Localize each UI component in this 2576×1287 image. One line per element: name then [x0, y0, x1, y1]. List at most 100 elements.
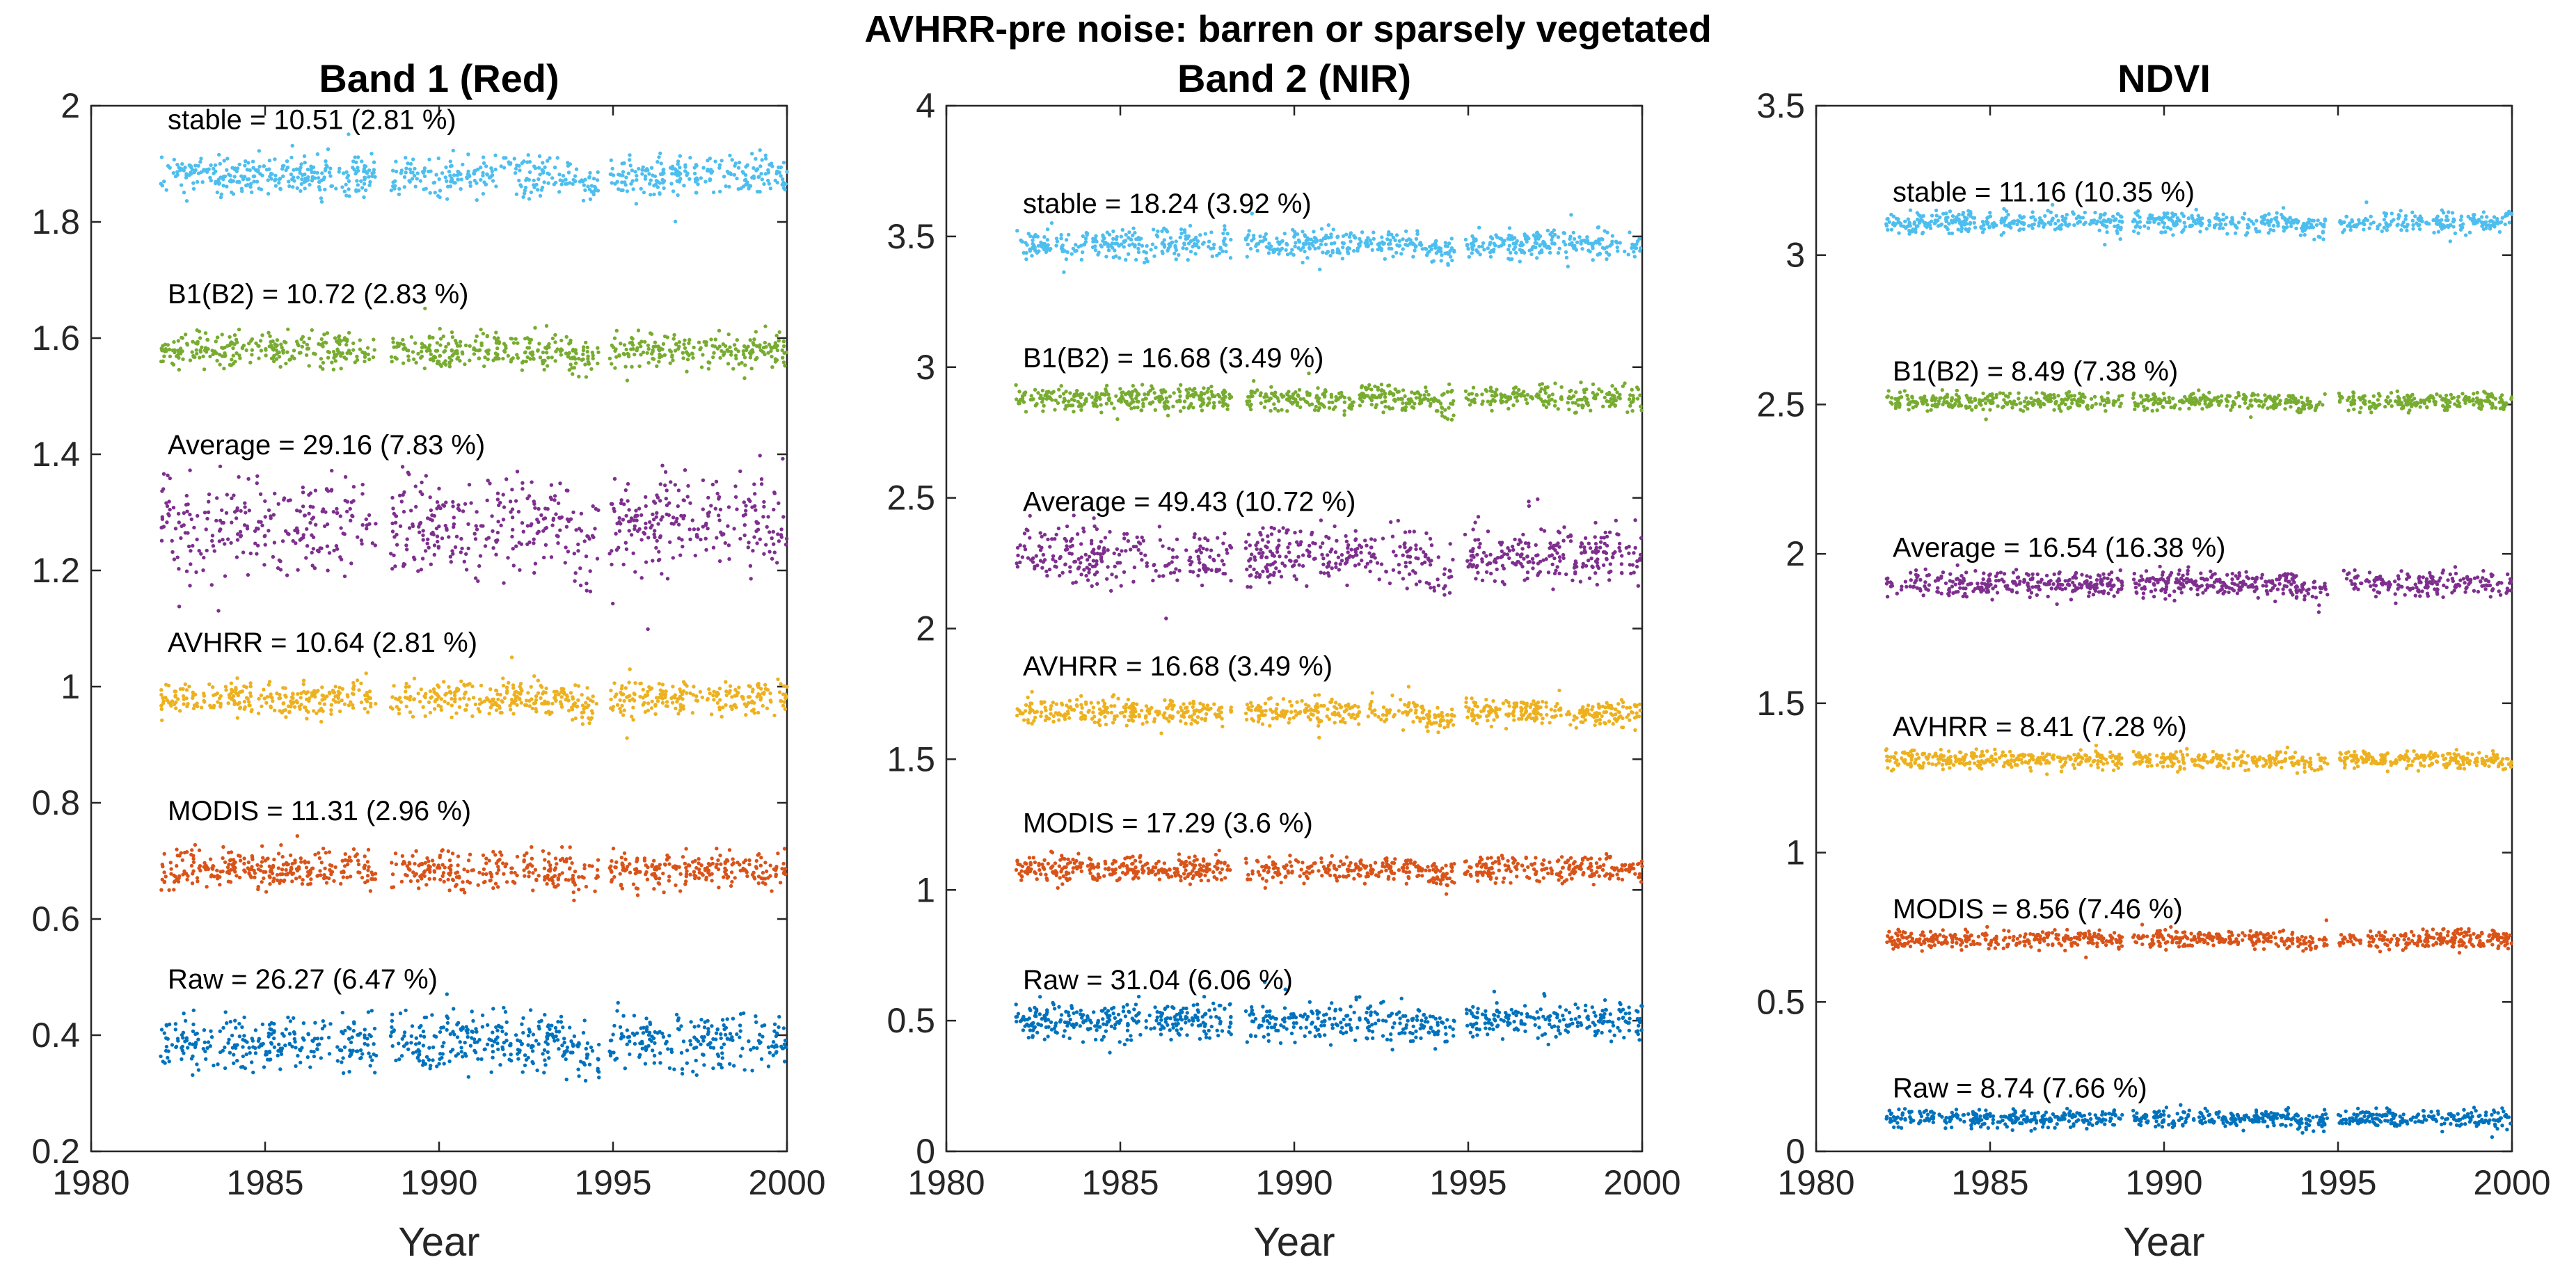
data-point	[586, 1041, 589, 1045]
data-point	[337, 170, 341, 173]
data-point	[768, 182, 771, 185]
series-annotation: Average = 29.16 (7.83 %)	[168, 430, 485, 461]
data-point	[159, 688, 163, 692]
data-point	[674, 483, 677, 486]
data-point	[423, 175, 427, 178]
data-point	[305, 544, 309, 547]
data-point	[1575, 241, 1579, 244]
data-point	[293, 1040, 296, 1044]
data-point	[562, 1037, 566, 1040]
data-point	[185, 199, 189, 202]
series-annotation: B1(B2) = 10.72 (2.83 %)	[168, 279, 468, 310]
data-point	[394, 1059, 397, 1062]
data-point	[711, 483, 715, 486]
data-point	[564, 1049, 568, 1053]
data-point	[612, 681, 616, 685]
data-point	[350, 1035, 353, 1039]
data-point	[351, 159, 355, 163]
data-point	[424, 861, 427, 865]
data-point	[323, 703, 326, 706]
data-point	[444, 175, 447, 179]
data-point	[534, 694, 538, 698]
data-point	[539, 513, 543, 517]
data-point	[233, 510, 237, 513]
data-point	[609, 689, 612, 692]
data-point	[565, 488, 569, 492]
data-point	[596, 351, 600, 354]
data-point	[223, 574, 227, 577]
data-point	[186, 1046, 189, 1049]
data-point	[1388, 242, 1392, 246]
data-point	[407, 472, 411, 476]
data-point	[781, 515, 785, 518]
data-point	[486, 499, 489, 502]
data-point	[640, 576, 644, 579]
data-point	[515, 193, 518, 196]
data-point	[272, 354, 276, 358]
data-point	[363, 1042, 367, 1046]
data-point	[260, 524, 264, 527]
data-point	[482, 192, 485, 195]
data-point	[372, 1042, 375, 1046]
data-point	[336, 1059, 340, 1062]
data-point	[763, 877, 767, 880]
data-point	[470, 1030, 473, 1033]
data-point	[734, 495, 738, 499]
data-point	[495, 708, 498, 712]
data-point	[317, 176, 320, 179]
data-point	[490, 514, 493, 518]
data-point	[679, 1024, 683, 1028]
data-point	[659, 518, 662, 521]
data-point	[543, 516, 547, 520]
data-point	[422, 1030, 425, 1033]
data-point	[393, 179, 397, 183]
data-point	[651, 559, 654, 562]
data-point	[356, 852, 359, 856]
data-point	[495, 703, 498, 706]
data-point	[349, 561, 353, 565]
data-point	[717, 166, 721, 170]
data-point	[721, 1018, 724, 1021]
data-point	[559, 687, 563, 690]
data-point	[449, 159, 452, 163]
data-point	[182, 191, 186, 194]
data-point	[309, 491, 312, 495]
data-point	[1065, 238, 1068, 241]
data-point	[482, 854, 485, 857]
data-point	[724, 872, 728, 876]
data-point	[408, 861, 411, 864]
data-point	[277, 1043, 280, 1046]
data-point	[328, 1052, 331, 1055]
data-point	[203, 511, 207, 514]
data-point	[545, 324, 548, 328]
data-point	[496, 531, 500, 534]
data-point	[777, 1025, 780, 1029]
data-point	[438, 1052, 442, 1055]
data-point	[177, 520, 181, 524]
data-point	[404, 689, 407, 693]
data-point	[214, 519, 218, 522]
data-point	[770, 164, 774, 168]
data-point	[334, 865, 337, 869]
data-point	[624, 541, 628, 545]
data-point	[1407, 237, 1410, 241]
data-point	[268, 1050, 271, 1054]
data-point	[419, 356, 422, 360]
data-point	[225, 511, 228, 515]
data-point	[481, 872, 484, 876]
data-point	[267, 509, 271, 512]
data-point	[430, 532, 434, 536]
data-point	[539, 696, 542, 700]
data-point	[476, 1057, 479, 1061]
data-point	[446, 1021, 450, 1025]
data-point	[445, 179, 448, 183]
data-point	[490, 874, 493, 878]
data-point	[647, 361, 651, 365]
data-point	[230, 191, 233, 194]
data-point	[1508, 244, 1511, 248]
panel-title: Band 2 (NIR)	[1177, 56, 1411, 100]
data-point	[194, 1043, 198, 1046]
data-point	[174, 175, 177, 178]
data-point	[662, 186, 665, 190]
data-point	[509, 708, 512, 711]
